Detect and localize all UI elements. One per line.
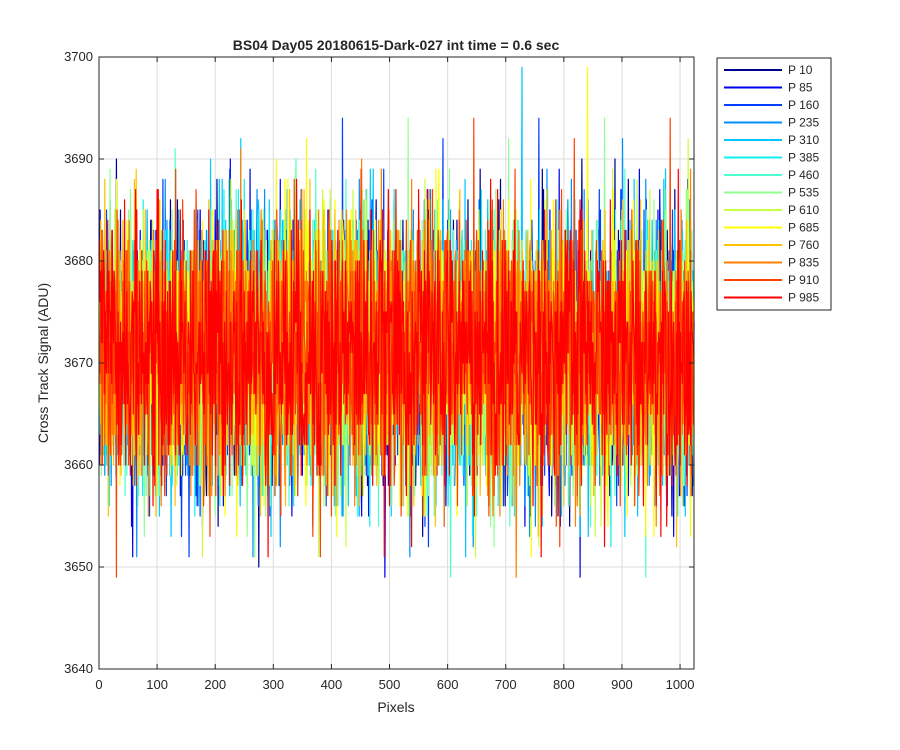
- x-tick-label: 600: [437, 677, 459, 692]
- legend-label: P 310: [788, 133, 819, 147]
- legend-label: P 460: [788, 168, 819, 182]
- legend-label: P 835: [788, 256, 819, 270]
- plot-lines: [98, 66, 695, 578]
- legend-label: P 535: [788, 186, 819, 200]
- x-tick-label: 400: [321, 677, 343, 692]
- legend-box: [716, 57, 832, 311]
- y-tick-label: 3650: [64, 559, 93, 574]
- x-axis-label: Pixels: [377, 699, 414, 715]
- x-tick-label: 300: [262, 677, 284, 692]
- series-line-p985: [98, 168, 695, 558]
- legend-label: P 85: [788, 81, 813, 95]
- x-tick-label: 700: [495, 677, 517, 692]
- legend-label: P 760: [788, 238, 819, 252]
- y-tick-label: 3640: [64, 661, 93, 676]
- chart-title: BS04 Day05 20180615-Dark-027 int time = …: [233, 37, 560, 53]
- x-tick-label: 200: [204, 677, 226, 692]
- ticks: 0 100 200 300 400 500 600 700 800 900 1000 3640 3650…: [64, 49, 694, 692]
- y-tick-label: 3680: [64, 253, 93, 268]
- legend-label: P 910: [788, 273, 819, 287]
- legend: P 10 P 85 P 160 P 235 P 310 P 385 P 460 P 535 P …: [716, 57, 832, 311]
- legend-label: P 385: [788, 151, 819, 165]
- y-tick-label: 3660: [64, 457, 93, 472]
- x-tick-label: 500: [379, 677, 401, 692]
- y-tick-label: 3690: [64, 151, 93, 166]
- y-tick-label: 3670: [64, 355, 93, 370]
- x-tick-label: 800: [553, 677, 575, 692]
- y-axis-label: Cross Track Signal (ADU): [35, 283, 51, 443]
- x-tick-label: 100: [146, 677, 168, 692]
- legend-label: P 160: [788, 98, 819, 112]
- y-tick-label: 3700: [64, 49, 93, 64]
- x-tick-label: 1000: [666, 677, 695, 692]
- legend-label: P 610: [788, 203, 819, 217]
- x-tick-label: 900: [611, 677, 633, 692]
- legend-label: P 235: [788, 116, 819, 130]
- x-tick-label: 0: [95, 677, 102, 692]
- legend-label: P 685: [788, 221, 819, 235]
- legend-label: P 10: [788, 63, 813, 77]
- legend-label: P 985: [788, 291, 819, 305]
